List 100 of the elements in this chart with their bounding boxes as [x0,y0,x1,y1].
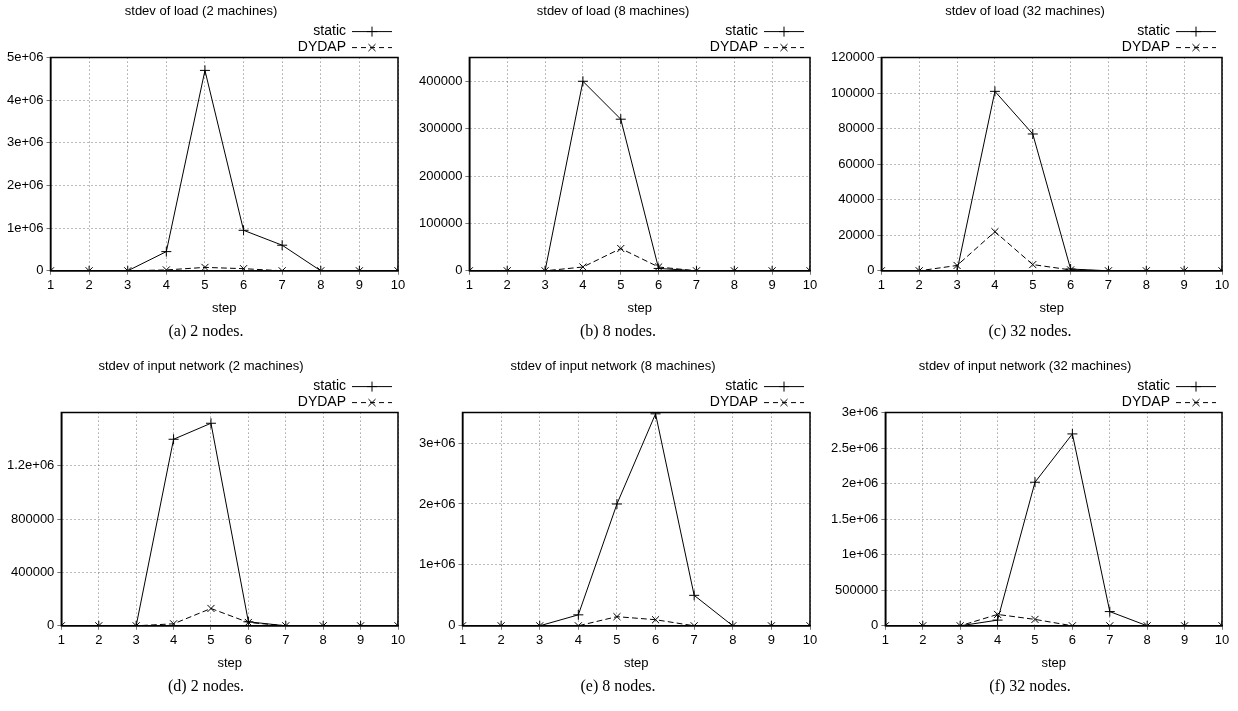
x-tick-label: 9 [768,277,776,293]
y-tick-label: 4e+06 [7,91,44,107]
x-tick-label: 7 [278,277,286,293]
x-tick-label: 9 [355,277,364,293]
y-tick-label: 500000 [834,581,879,597]
x-tick-label: 9 [1180,632,1189,648]
x-tick-label: 10 [390,632,406,648]
y-tick-label: 400000 [10,564,55,580]
y-tick-label: 80000 [838,120,875,136]
x-tick-label: 1 [877,277,885,293]
y-tick-label: 400000 [418,72,463,88]
x-axis-title: step [1039,299,1064,315]
legend-label: DYDAP [297,393,346,410]
x-tick-label: 4 [169,632,178,648]
x-tick-label: 2 [497,632,505,648]
x-tick-label: 7 [282,632,290,648]
x-tick-label: 2 [503,277,511,293]
legend-label: DYDAP [297,38,346,55]
x-tick-label: 8 [1143,632,1151,648]
x-tick-label: 6 [1068,632,1076,648]
x-tick-label: 3 [956,632,964,648]
x-tick-label: 10 [802,277,818,293]
x-tick-label: 5 [617,277,625,293]
legend-label: DYDAP [709,38,758,55]
x-tick-label: 10 [1214,277,1230,293]
y-tick-label: 5e+06 [7,49,44,65]
chart-title: stdev of load (8 machines) [536,3,690,19]
text: (a) 2 nodes. [168,322,244,340]
x-tick-label: 1 [881,632,889,648]
x-tick-label: 1 [46,277,55,293]
x-tick-label: 4 [991,277,999,293]
x-tick-label: 4 [574,632,582,648]
x-tick-label: 3 [124,277,132,293]
y-tick-label: 0 [867,262,875,278]
legend-label: static [1137,22,1170,39]
legend-label: static [313,377,346,394]
y-tick-label: 120000 [830,49,875,65]
x-tick-label: 1 [458,632,467,648]
y-tick-label: 3e+06 [841,404,879,420]
y-tick-label: 3e+06 [7,134,44,150]
chart-title: stdev of input network (2 machines) [98,358,304,374]
y-tick-label: 100000 [830,84,875,100]
text: (b) 8 nodes. [580,322,656,340]
x-tick-label: 10 [802,632,818,648]
y-tick-label: 1e+06 [7,219,44,235]
x-tick-label: 9 [767,632,776,648]
y-tick-label: 1.2e+06 [6,457,55,473]
x-tick-label: 6 [244,632,252,648]
x-tick-label: 3 [541,277,549,293]
x-tick-label: 3 [536,632,544,648]
x-tick-label: 9 [356,632,365,648]
text: (f) 32 nodes. [989,677,1071,695]
x-tick-label: 6 [651,632,660,648]
x-tick-label: 5 [613,632,621,648]
y-tick-label: 0 [47,617,55,633]
legend-label: static [725,22,758,39]
x-tick-label: 7 [1106,632,1114,648]
x-tick-label: 5 [1031,632,1039,648]
x-tick-label: 5 [201,277,209,293]
y-tick-label: 1e+06 [419,556,456,572]
x-tick-label: 8 [1142,277,1150,293]
y-tick-label: 2e+06 [7,177,44,193]
x-tick-label: 8 [729,632,737,648]
x-tick-label: 8 [730,277,738,293]
chart-title: stdev of input network (32 machines) [918,358,1132,374]
y-tick-label: 2.5e+06 [830,439,879,455]
text: (e) 8 nodes. [580,677,656,695]
x-tick-label: 7 [690,632,698,648]
y-tick-label: 1e+06 [841,546,879,562]
chart-title: stdev of load (32 machines) [945,3,1105,19]
y-tick-label: 60000 [838,155,875,171]
legend-label: static [313,22,346,39]
x-tick-label: 5 [207,632,215,648]
legend-label: static [1137,377,1170,394]
x-tick-label: 2 [95,632,103,648]
y-tick-label: 800000 [10,510,55,526]
x-axis-title: step [623,654,649,670]
x-tick-label: 9 [1180,277,1188,293]
x-axis-title: step [211,299,237,315]
y-tick-label: 3e+06 [419,434,456,450]
x-tick-label: 10 [390,277,406,293]
x-tick-label: 4 [162,277,170,293]
x-tick-label: 5 [1029,277,1037,293]
y-tick-label: 2e+06 [841,475,879,491]
legend-label: DYDAP [1121,393,1170,410]
x-tick-label: 8 [317,277,325,293]
chart-title: stdev of input network (8 machines) [510,358,716,374]
x-axis-title: step [1041,654,1066,670]
y-tick-label: 0 [871,617,879,633]
y-tick-label: 100000 [418,215,463,230]
x-tick-label: 6 [1067,277,1075,293]
y-tick-label: 300000 [418,120,463,136]
y-tick-label: 200000 [418,167,463,183]
x-tick-label: 4 [993,632,1002,648]
x-tick-label: 4 [579,277,587,293]
text: (c) 32 nodes. [988,322,1072,340]
x-tick-label: 3 [132,632,140,648]
x-tick-label: 1 [465,277,473,293]
x-tick-label: 7 [1104,277,1113,293]
y-tick-label: 0 [448,617,456,633]
